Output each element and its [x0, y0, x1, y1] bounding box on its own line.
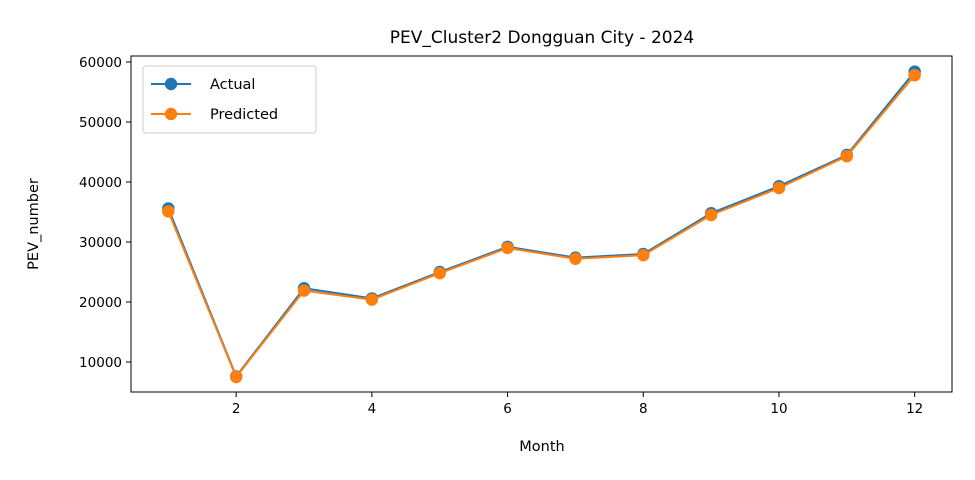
y-tick-label: 10000 [79, 355, 122, 371]
legend-marker [164, 77, 178, 91]
x-axis-label: Month [519, 439, 564, 455]
data-point [704, 208, 718, 222]
x-tick-label: 12 [906, 401, 923, 417]
data-point [908, 69, 921, 82]
data-point [365, 293, 379, 306]
x-tick-label: 6 [503, 401, 512, 417]
data-point [162, 205, 175, 218]
x-tick-label: 4 [368, 401, 377, 417]
data-point [772, 181, 786, 195]
series-line [167, 74, 916, 378]
plot-frame-border [130, 55, 953, 393]
data-point [501, 241, 514, 255]
data-point [569, 252, 582, 265]
data-point [433, 267, 446, 280]
y-tick-label: 50000 [79, 115, 122, 131]
y-tick-label: 20000 [79, 295, 122, 311]
y-axis-label: PEV_number [26, 178, 42, 270]
x-tick-label: 2 [232, 401, 241, 417]
series-line [167, 70, 916, 378]
data-point [297, 284, 311, 297]
x-tick-label: 8 [639, 401, 648, 417]
series-predicted [162, 69, 921, 384]
y-tick-label: 40000 [79, 175, 122, 191]
x-tick-label: 10 [770, 401, 787, 417]
y-tick-label: 30000 [79, 235, 122, 251]
legend: Actual Predicted [142, 65, 317, 134]
legend-marker [164, 107, 178, 121]
series-layer [162, 65, 921, 384]
data-point [840, 150, 854, 163]
chart-title: PEV_Cluster2 Dongguan City - 2024 [390, 28, 694, 48]
data-point [637, 249, 650, 262]
data-point [229, 370, 243, 384]
legend-label: Predicted [210, 107, 278, 123]
y-tick-label: 60000 [79, 55, 122, 71]
legend-box [142, 65, 317, 134]
axis-ticks: 2 4 6 8 10 12 10000 20000 30000 40000 50000 60000 [79, 55, 923, 417]
legend-label: Actual [210, 77, 255, 93]
